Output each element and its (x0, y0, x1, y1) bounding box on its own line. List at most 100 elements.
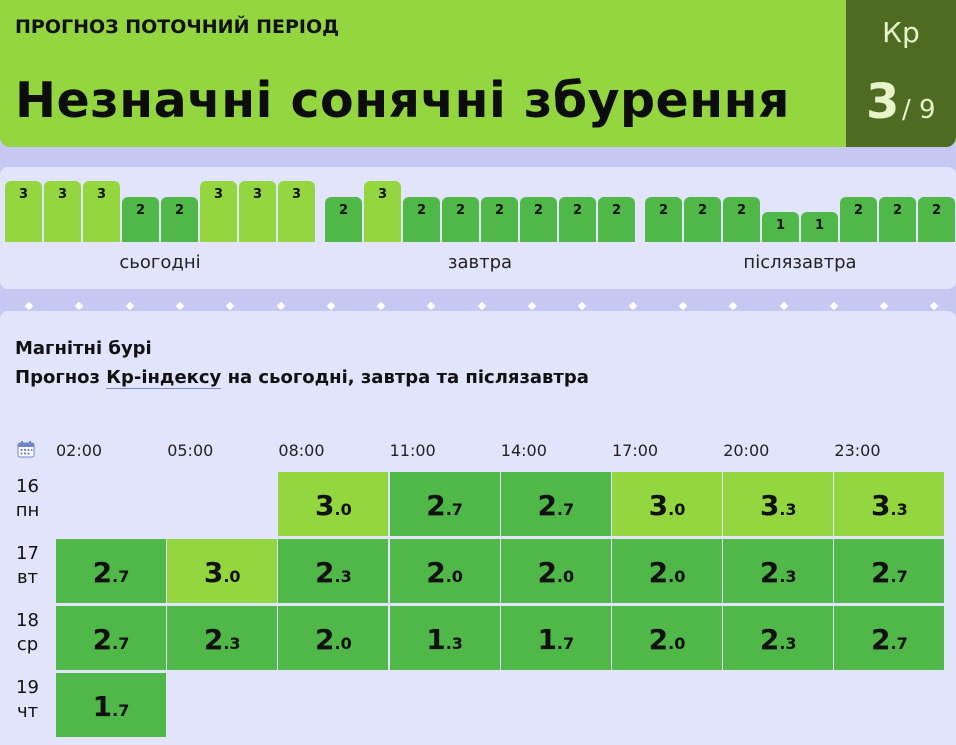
row-day: 16 (16, 476, 39, 497)
divider-dot (376, 301, 386, 311)
kp-cell-decimal: .7 (112, 701, 130, 720)
hour-label: 08:00 (278, 441, 325, 460)
day-group: 2 2 2 1 1 2 2 2 післязавтра (645, 167, 955, 289)
kp-bar-value: 2 (697, 203, 708, 218)
kp-cell-integer: 3 (871, 489, 891, 522)
kp-cell-decimal: .7 (556, 634, 575, 653)
kp-cell-integer: 1 (92, 690, 113, 723)
divider-dot (628, 301, 637, 311)
kp-cell-integer: 2 (92, 556, 113, 589)
kp-bar-value: 2 (455, 203, 466, 218)
kp-cell-integer: 3 (203, 556, 224, 589)
subtitle-suffix: на сьогодні, завтра та післязавтра (221, 367, 589, 388)
kp-cell-decimal: .0 (445, 567, 463, 586)
kp-cell-integer: 2 (648, 623, 669, 656)
kp-bar-value: 3 (96, 187, 107, 202)
subtitle-prefix: Прогноз (15, 367, 107, 388)
kp-cell: 2.0 (500, 539, 611, 603)
kp-bar: 2 (879, 197, 916, 242)
forecast-header: ПРОГНОЗ ПОТОЧНИЙ ПЕРІОД Незначні сонячні… (0, 0, 956, 147)
kp-label: Кр (882, 16, 920, 49)
kp-cell: 2.3 (723, 606, 834, 670)
forecast-card: Магнітні бурі Прогноз Кр-індексу на сьог… (0, 311, 956, 745)
divider-dot (276, 301, 285, 311)
kp-cell-decimal: .3 (779, 634, 797, 653)
hour-label: 23:00 (834, 441, 881, 460)
row-date-label: 19 чт (0, 676, 55, 724)
kp-bar: 2 (403, 197, 440, 242)
header-banner: ПРОГНОЗ ПОТОЧНИЙ ПЕРІОД Незначні сонячні… (0, 0, 846, 147)
kp-max: / 9 (902, 95, 936, 125)
row-day: 18 (16, 610, 39, 631)
kp-cell-decimal: .3 (890, 500, 908, 519)
kp-cell-decimal: .0 (668, 567, 686, 586)
day-group: 2 3 2 2 2 2 2 2 завтра (325, 167, 635, 289)
divider-dot (578, 301, 587, 311)
kp-bar-value: 2 (135, 203, 146, 218)
kp-bar: 2 (122, 197, 159, 242)
kp-cell-decimal: .7 (890, 634, 908, 653)
kp-cell-integer: 2 (315, 623, 335, 656)
headline: Незначні сонячні збурення (15, 72, 790, 129)
day-label: завтра (447, 252, 513, 273)
kp-cell-decimal: .3 (223, 634, 241, 653)
bars: 3 3 3 2 2 3 3 3 (5, 167, 315, 242)
row-day: 19 (16, 677, 39, 698)
kp-cell-integer: 2 (648, 556, 669, 589)
kp-cell: 2.7 (500, 472, 611, 536)
divider-dot (477, 301, 486, 311)
hour-label: 05:00 (167, 441, 214, 460)
kp-index-link[interactable]: Кр-індексу (106, 367, 222, 389)
card-title: Магнітні бурі (15, 338, 152, 359)
kp-cell: 1.3 (389, 606, 500, 670)
kp-cell: 3.0 (167, 539, 278, 603)
divider-dot (24, 301, 34, 311)
kp-bar: 2 (723, 197, 760, 242)
kp-cell-decimal: .3 (445, 634, 463, 653)
kp-cell-decimal: .0 (556, 567, 575, 586)
row-weekday: ср (16, 634, 39, 655)
kp-bar-value: 2 (736, 203, 747, 218)
kp-cell: 1.7 (500, 606, 611, 670)
kp-cell: 2.0 (612, 539, 722, 603)
kp-bar-value: 3 (18, 187, 29, 202)
kp-cell-decimal: .0 (668, 500, 686, 519)
kp-bar: 2 (559, 197, 596, 242)
kp-bar-value: 1 (814, 218, 825, 233)
kp-bar-value: 1 (775, 218, 786, 233)
divider-dot (326, 301, 336, 311)
kp-cell-integer: 2 (315, 556, 335, 589)
kp-cell-decimal: .0 (334, 634, 352, 653)
kp-bar: 2 (840, 197, 877, 242)
kp-cell-integer: 2 (203, 623, 224, 656)
row-date-label: 17 вт (0, 542, 55, 590)
kp-bar-value: 2 (658, 203, 669, 218)
kp-bar-value: 2 (416, 203, 427, 218)
hour-label: 17:00 (612, 441, 659, 460)
calendar-icon (17, 441, 35, 458)
kp-bar-value: 2 (572, 203, 583, 218)
kp-bar: 2 (918, 197, 955, 242)
divider-dot (125, 301, 134, 311)
kp-bar-value: 2 (494, 203, 505, 218)
kp-bar: 3 (200, 181, 237, 242)
divider-dot (930, 301, 939, 311)
row-date-label: 18 ср (0, 609, 55, 657)
kp-cell-integer: 2 (759, 623, 780, 656)
row-weekday: вт (16, 567, 39, 588)
kp-bar: 2 (598, 197, 635, 242)
kp-bar: 3 (44, 181, 81, 242)
kp-bar-value: 3 (252, 187, 263, 202)
kp-bar: 3 (83, 181, 120, 242)
kp-cell-integer: 2 (426, 489, 446, 522)
kp-bar-value: 3 (213, 187, 224, 202)
kp-cell: 2.3 (278, 539, 389, 603)
kp-bar: 3 (5, 181, 42, 242)
kp-cell-integer: 3 (759, 489, 780, 522)
kp-summary: Кр 3 / 9 (846, 0, 956, 147)
hour-label: 14:00 (500, 441, 547, 460)
hour-label: 11:00 (389, 441, 436, 460)
kp-cell-decimal: .7 (112, 567, 130, 586)
kp-bar: 2 (442, 197, 479, 242)
day-label: сьогодні (119, 252, 201, 273)
